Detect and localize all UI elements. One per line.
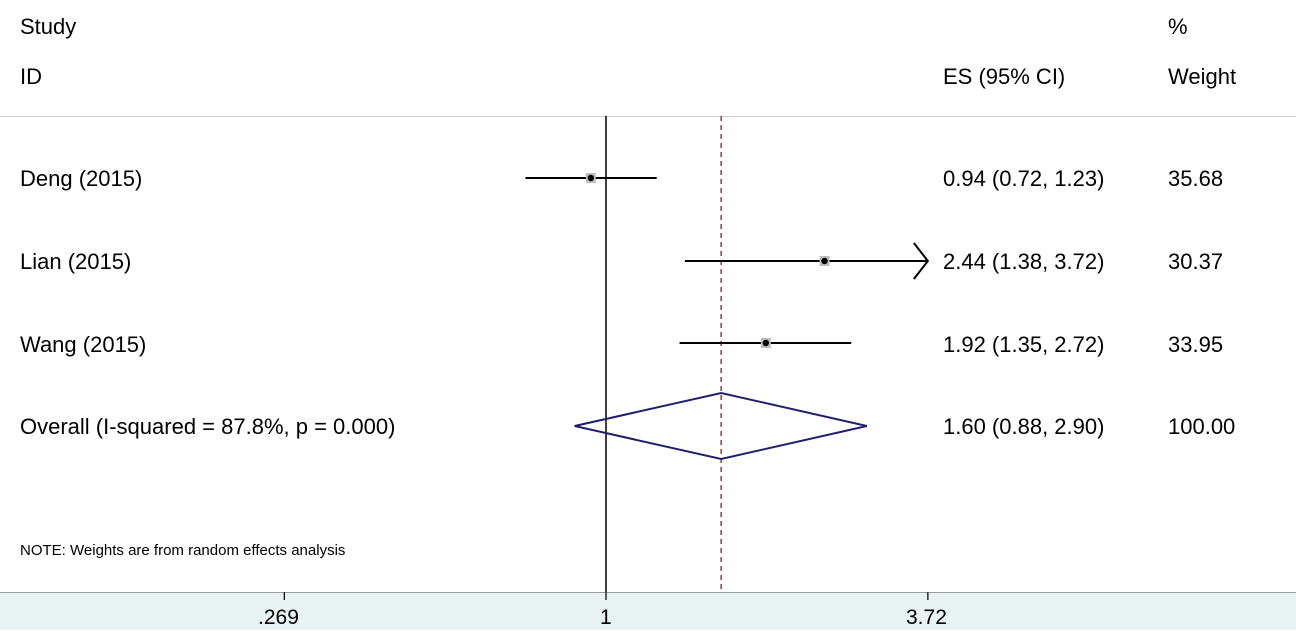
effect-marker	[587, 174, 595, 182]
x-tick-label: 1	[600, 606, 612, 629]
header-es: ES (95% CI)	[943, 64, 1066, 89]
overall-es: 1.60 (0.88, 2.90)	[943, 414, 1105, 439]
header-divider	[0, 116, 1296, 117]
weights-note: NOTE: Weights are from random effects an…	[20, 542, 346, 559]
study-es: 1.92 (1.35, 2.72)	[943, 332, 1105, 357]
overall-weight: 100.00	[1168, 414, 1236, 439]
effect-marker	[762, 339, 770, 347]
ci-arrow	[913, 242, 930, 280]
study-es: 0.94 (0.72, 1.23)	[943, 166, 1105, 191]
header-id: ID	[20, 64, 42, 89]
header-percent: %	[1168, 14, 1188, 39]
header-study: Study	[20, 14, 77, 39]
axis-band	[0, 593, 1296, 630]
x-tick-label: 3.72	[906, 606, 947, 629]
overall-label: Overall (I-squared = 87.8%, p = 0.000)	[20, 414, 396, 439]
header-weight: Weight	[1168, 64, 1237, 89]
axis-line	[0, 592, 1296, 593]
study-weight: 33.95	[1168, 332, 1224, 357]
overall-diamond	[574, 391, 868, 461]
effect-marker	[821, 257, 828, 265]
study-es: 2.44 (1.38, 3.72)	[943, 249, 1105, 274]
study-weight: 30.37	[1168, 249, 1224, 274]
study-label: Lian (2015)	[20, 249, 132, 274]
study-label: Wang (2015)	[20, 332, 147, 357]
x-tick-label: .269	[258, 606, 299, 629]
study-label: Deng (2015)	[20, 166, 143, 191]
study-weight: 35.68	[1168, 166, 1224, 191]
